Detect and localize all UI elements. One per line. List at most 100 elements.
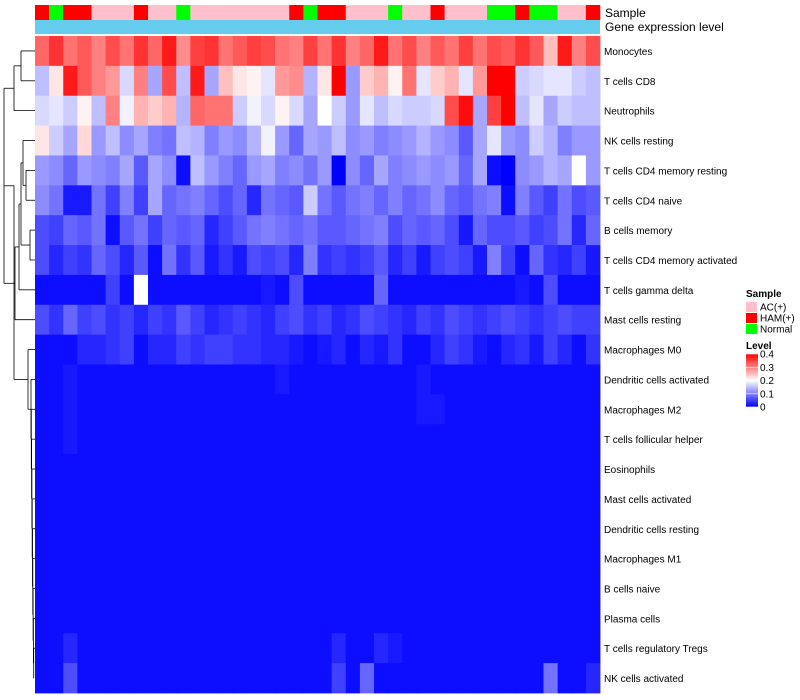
heatmap-cell [543, 633, 559, 664]
heatmap-cell [176, 364, 191, 395]
heatmap-cell [571, 543, 587, 574]
sample-annotation-cell [543, 5, 558, 20]
heatmap-cell [430, 334, 446, 365]
heatmap-cell [35, 125, 50, 156]
heatmap-cell [91, 215, 107, 246]
heatmap-cell [303, 424, 318, 455]
heatmap-cell [190, 633, 205, 664]
heatmap-cell [204, 304, 220, 336]
heatmap-cell [345, 274, 361, 306]
heatmap-cell [359, 36, 375, 67]
heatmap-cell [444, 424, 460, 455]
heatmap-cell [416, 573, 431, 604]
heatmap-cell [345, 663, 361, 694]
heatmap-cell [501, 125, 516, 156]
heatmap-cell [487, 125, 502, 156]
heatmap-cell [303, 334, 318, 365]
heatmap-cell [77, 394, 92, 425]
heatmap-cell [444, 633, 460, 664]
heatmap-cell [246, 454, 262, 485]
heatmap-cell [515, 513, 530, 545]
heatmap-cell [190, 543, 205, 574]
heatmap-cell [374, 424, 389, 455]
heatmap-cell [529, 633, 544, 664]
heatmap-cell [176, 543, 191, 574]
heatmap-cell [162, 663, 177, 694]
heatmap-cell [430, 543, 446, 574]
heatmap-cell [374, 603, 389, 634]
heatmap-cell [317, 424, 333, 455]
heatmap-cell [571, 483, 587, 515]
legend-sample-title: Sample [746, 289, 782, 300]
heatmap-cell [204, 185, 220, 216]
heatmap-cell [529, 483, 544, 515]
heatmap-cell [218, 454, 234, 485]
heatmap-cell [176, 663, 191, 694]
heatmap-cell [585, 334, 601, 365]
heatmap-cell [388, 633, 403, 664]
heatmap-cell [105, 274, 121, 306]
heatmap-cell [35, 394, 50, 425]
heatmap-cell [119, 573, 135, 604]
sample-annotation-cell [105, 5, 121, 20]
heatmap-cell [176, 185, 191, 216]
heatmap-cell [331, 424, 347, 455]
heatmap-cell [529, 65, 544, 97]
heatmap-cell [472, 483, 488, 515]
heatmap-cell [232, 65, 248, 97]
heatmap-cell [190, 454, 205, 485]
heatmap-cell [261, 573, 276, 604]
heatmap-cell [487, 364, 502, 395]
heatmap-cell [105, 364, 121, 395]
heatmap-cell [515, 394, 530, 425]
heatmap-cell [444, 125, 460, 156]
heatmap-cell [444, 334, 460, 365]
heatmap-cell [331, 513, 347, 545]
heatmap-cell [49, 483, 64, 515]
heatmap-cell [543, 125, 559, 156]
heatmap-cell [133, 65, 149, 97]
heatmap-cell [416, 334, 431, 365]
heatmap-cell [472, 424, 488, 455]
heatmap-cell [275, 663, 290, 694]
heatmap-cell [204, 603, 220, 634]
row-label: T cells CD8 [604, 77, 656, 88]
heatmap-cell [529, 364, 544, 395]
heatmap-cell [289, 274, 304, 306]
heatmap-cell [49, 334, 64, 365]
heatmap-cell [303, 185, 318, 216]
heatmap-cell [501, 155, 516, 186]
legend-label: AC(+) [760, 303, 786, 314]
heatmap-cell [303, 95, 318, 126]
heatmap-cell [77, 424, 92, 455]
heatmap-cell [63, 155, 78, 186]
heatmap-cell [331, 304, 347, 336]
heatmap-cell [190, 364, 205, 395]
heatmap-cell [176, 513, 191, 545]
heatmap-cell [119, 215, 135, 246]
heatmap-cell [388, 95, 403, 126]
heatmap-cell [557, 65, 573, 97]
row-label: Monocytes [604, 47, 652, 58]
heatmap-cell [63, 215, 78, 246]
heatmap-cell [458, 364, 474, 395]
heatmap-cell [331, 334, 347, 365]
heatmap-cell [105, 483, 121, 515]
heatmap-cell [472, 394, 488, 425]
heatmap-cell [472, 155, 488, 186]
heatmap-cell [162, 245, 177, 276]
heatmap-cell [345, 633, 361, 664]
heatmap-cell [430, 215, 446, 246]
heatmap-cell [557, 483, 573, 515]
heatmap-cell [63, 245, 78, 276]
heatmap-cell [176, 483, 191, 515]
heatmap-cell [133, 125, 149, 156]
level-tick-label: 0.1 [760, 389, 774, 400]
heatmap-cell [430, 155, 446, 186]
heatmap-cell [77, 155, 92, 186]
heatmap-cell [49, 603, 64, 634]
heatmap-cell [487, 483, 502, 515]
heatmap-cell [317, 573, 333, 604]
heatmap-cell [275, 185, 290, 216]
heatmap-cell [289, 663, 304, 694]
